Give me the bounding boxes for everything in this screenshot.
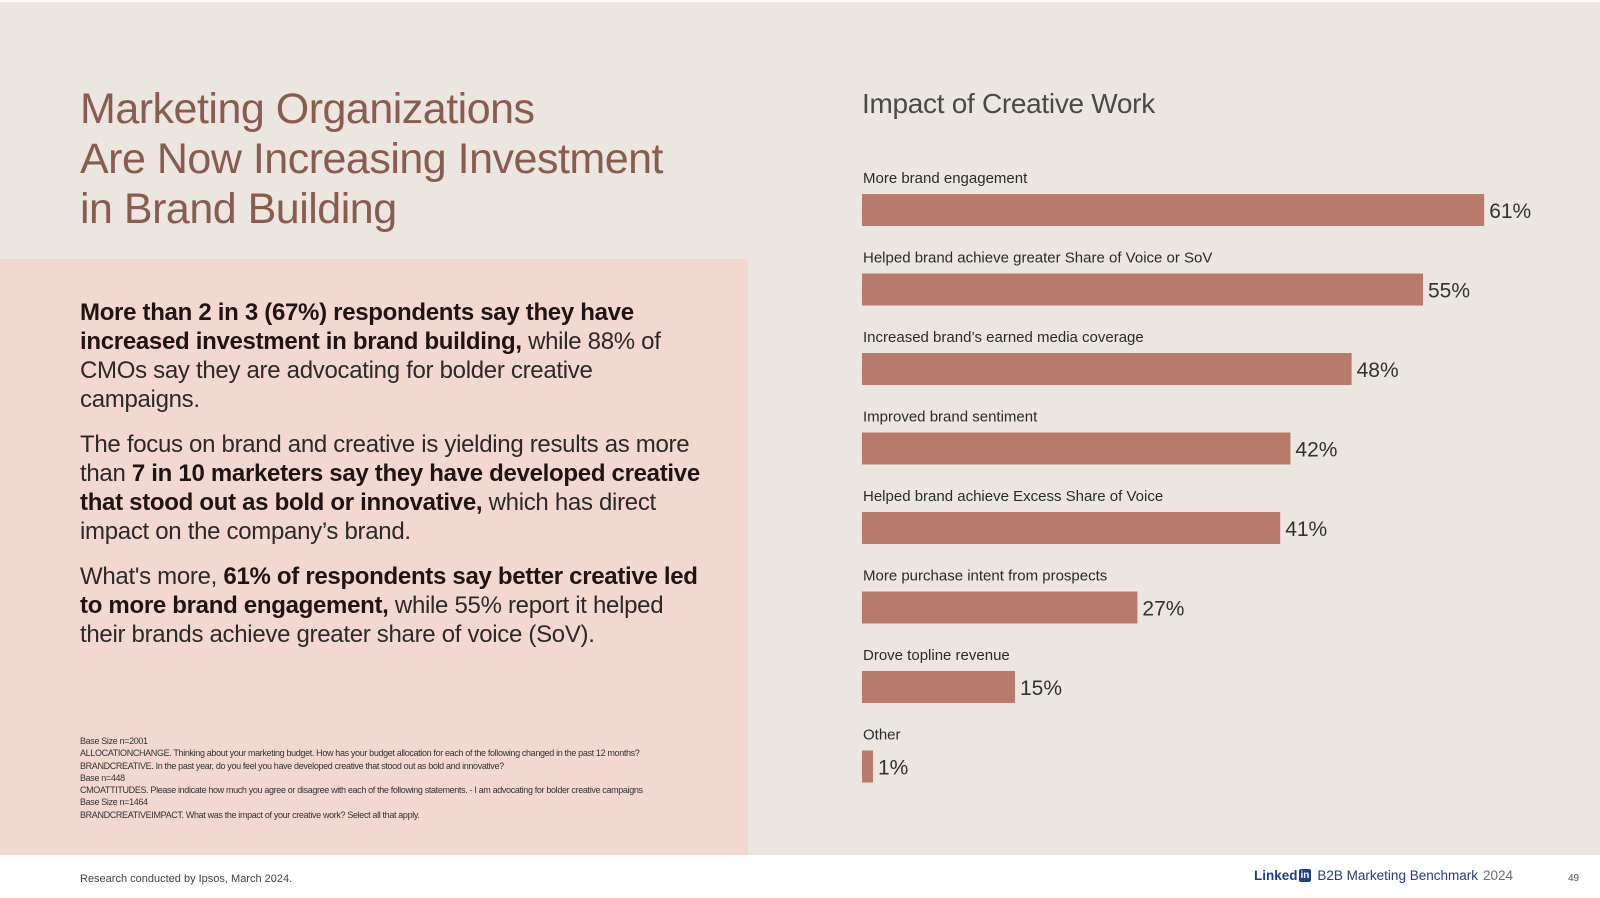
- brand-footer: Linked in B2B Marketing Benchmark 2024: [1254, 868, 1513, 883]
- bar-value-label: 41%: [1285, 518, 1327, 541]
- bar: [862, 432, 1291, 465]
- footnote-line: ALLOCATIONCHANGE. Thinking about your ma…: [80, 748, 640, 759]
- bar-category-label: Helped brand achieve greater Share of Vo…: [863, 250, 1212, 267]
- footnote-line: Base Size n=1464: [80, 797, 148, 808]
- footnote-line: Base n=448: [80, 772, 125, 783]
- bar: [862, 591, 1138, 624]
- bar-value-label: 1%: [878, 757, 908, 780]
- body-text: More than 2 in 3 (67%) respondents say t…: [80, 298, 710, 665]
- title-line: in Brand Building: [80, 185, 397, 233]
- bar-category-label: Improved brand sentiment: [863, 409, 1038, 426]
- paragraph-3: What's more, 61% of respondents say bett…: [80, 562, 710, 649]
- footnote-line: BRANDCREATIVEIMPACT. What was the impact…: [80, 809, 420, 820]
- page-number: 49: [1568, 873, 1580, 884]
- report-name: B2B Marketing Benchmark: [1317, 868, 1478, 883]
- footnote-line: Base Size n=2001: [80, 736, 148, 746]
- bar-value-label: 55%: [1428, 280, 1470, 303]
- chart-title: Impact of Creative Work: [862, 88, 1155, 119]
- bar: [862, 273, 1423, 306]
- bar-category-label: More brand engagement: [863, 170, 1028, 187]
- linkedin-logo-icon: in: [1298, 869, 1312, 882]
- bar: [862, 512, 1281, 544]
- emphasis: 61% of respondents say better creative l…: [80, 563, 698, 619]
- title-line: Are Now Increasing Investment: [80, 135, 664, 183]
- title-line: Marketing Organizations: [80, 85, 535, 133]
- footnote-line: BRANDCREATIVE. In the past year, do you …: [80, 760, 504, 771]
- bar-category-label: Drove topline revenue: [863, 647, 1010, 664]
- bar-category-label: Increased brand’s earned media coverage: [863, 329, 1144, 346]
- bar-category-label: Other: [863, 727, 901, 744]
- paragraph-text: while 88% of CMOs say they are advocatin…: [80, 328, 661, 413]
- paragraph-text: The focus on brand and creative is yield…: [80, 431, 690, 487]
- emphasis: 7 in 10 marketers say they have develope…: [80, 460, 700, 516]
- bar: [862, 353, 1352, 385]
- bar-category-label: Helped brand achieve Excess Share of Voi…: [863, 488, 1163, 505]
- paragraph-text: while 55% report it helped their brands …: [80, 592, 664, 648]
- bar-value-label: 42%: [1295, 439, 1337, 462]
- source-note: Research conducted by Ipsos, March 2024.: [80, 873, 293, 885]
- bar-category-label: More purchase intent from prospects: [863, 568, 1107, 585]
- footnotes: Base Size n=2001 ALLOCATIONCHANGE. Think…: [80, 735, 740, 821]
- bar: [862, 194, 1485, 226]
- paragraph-text: What's more,: [80, 563, 224, 590]
- paragraph-text: which has direct impact on the company’s…: [80, 489, 656, 545]
- bar-value-label: 15%: [1020, 677, 1062, 700]
- page-title: Marketing Organizations Are Now Increasi…: [80, 84, 720, 234]
- bar-value-label: 61%: [1489, 200, 1531, 223]
- linkedin-logo-word: Linked: [1254, 868, 1298, 883]
- bar: [862, 671, 1015, 703]
- report-year: 2024: [1482, 868, 1514, 883]
- bar: [862, 750, 873, 783]
- paragraph-2: The focus on brand and creative is yield…: [80, 430, 710, 546]
- bar-value-label: 27%: [1142, 598, 1184, 621]
- footnote-line: CMOATTITUDES. Please indicate how much y…: [80, 785, 643, 796]
- paragraph-1: More than 2 in 3 (67%) respondents say t…: [80, 298, 710, 414]
- bar-chart: More brand engagement 61% Helped brand ach…: [862, 170, 1531, 783]
- text-panel: [0, 259, 748, 855]
- bar-value-label: 48%: [1357, 359, 1399, 382]
- emphasis: More than 2 in 3 (67%) respondents say t…: [80, 299, 634, 355]
